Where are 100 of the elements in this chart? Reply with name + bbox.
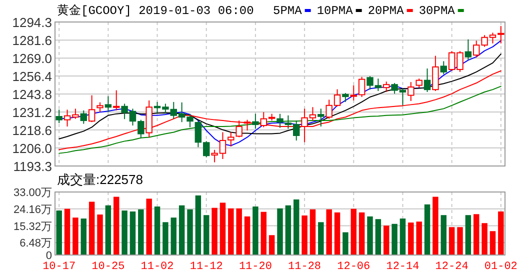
bar — [187, 209, 193, 255]
candlestick — [318, 108, 324, 128]
candlestick — [432, 55, 439, 92]
y-tick-label: 33.00万 — [13, 187, 52, 199]
candlestick — [113, 90, 120, 111]
bar — [105, 205, 112, 255]
candlestick — [104, 96, 112, 113]
bar — [204, 215, 210, 255]
y-tick-label: 15.32万 — [13, 220, 52, 233]
bar — [178, 205, 185, 255]
y-tick-label: 1206.0 — [12, 140, 52, 156]
bar — [424, 204, 430, 255]
bar — [244, 216, 250, 255]
bar — [277, 208, 283, 255]
line-series — [58, 54, 502, 140]
y-tick-label: 24.16万 — [13, 204, 52, 216]
x-tick-label: 11-28 — [288, 261, 322, 273]
candlestick — [350, 84, 357, 101]
bar — [358, 212, 365, 255]
bar — [114, 196, 120, 255]
bar — [408, 222, 414, 255]
candlestick — [276, 113, 284, 128]
y-tick-label: 1294.3 — [12, 15, 52, 30]
x-tick-label: 11-20 — [238, 261, 272, 273]
x-tick-label: 12-14 — [386, 261, 420, 273]
line-series — [58, 86, 502, 154]
y-tick-label: 6.48万 — [20, 238, 52, 250]
candlestick — [440, 60, 447, 75]
bar — [236, 208, 242, 255]
bar — [375, 219, 382, 255]
candlestick — [244, 119, 251, 131]
x-tick-label: 12-24 — [435, 261, 469, 273]
bar — [482, 223, 488, 255]
bar — [195, 195, 202, 255]
legend-label: 20PMA — [368, 4, 405, 18]
bar — [440, 215, 446, 255]
bar — [326, 209, 332, 255]
bar — [56, 210, 62, 255]
candlestick — [252, 113, 259, 130]
bar — [448, 227, 455, 255]
bar — [490, 231, 496, 255]
bar — [367, 216, 373, 255]
bar — [130, 211, 136, 255]
bar — [162, 222, 168, 255]
candlestick — [464, 38, 472, 61]
bar — [400, 218, 406, 255]
y-tick-label: 1193.3 — [13, 159, 52, 174]
candlestick — [383, 81, 390, 93]
bar — [350, 208, 356, 255]
bar — [392, 224, 398, 255]
legend-label: 10PMA — [316, 4, 354, 18]
bar — [318, 222, 324, 255]
y-tick-label: 0 — [46, 250, 52, 262]
bar — [432, 196, 438, 255]
candlestick — [96, 102, 104, 113]
bar — [342, 232, 348, 255]
bar — [260, 212, 266, 255]
x-tick-label: 10-17 — [42, 261, 76, 273]
bar — [465, 215, 472, 255]
bar — [498, 211, 504, 255]
bar — [88, 202, 95, 255]
legend-label: 5PMA — [273, 4, 303, 18]
bar — [146, 198, 152, 255]
bar — [154, 206, 160, 255]
candlestick — [80, 110, 87, 124]
bar — [294, 199, 300, 255]
bar — [228, 208, 234, 255]
candlestick — [358, 76, 366, 98]
bar — [416, 222, 422, 255]
line-series — [58, 70, 502, 150]
x-tick-label: 01-02 — [484, 261, 518, 273]
candlestick — [424, 68, 431, 93]
bar — [457, 227, 463, 255]
bar — [302, 215, 308, 255]
chart-title: 黄金[GCOOY] 2019-01-03 06:00 — [57, 4, 254, 18]
x-tick-label: 11-02 — [140, 261, 174, 273]
bar — [80, 218, 86, 255]
chart-title: 成交量:222578 — [57, 172, 143, 187]
bar — [138, 209, 144, 255]
y-tick-label: 1218.6 — [12, 122, 52, 138]
bar — [384, 226, 390, 255]
candlestick — [236, 120, 242, 138]
bar — [170, 218, 176, 255]
x-tick-label: 11-12 — [190, 261, 223, 273]
bar — [310, 209, 316, 255]
bar — [72, 218, 78, 255]
bar — [474, 214, 480, 255]
y-tick-label: 1231.2 — [12, 104, 52, 120]
x-tick-label: 10-25 — [92, 261, 125, 273]
bar — [285, 205, 292, 255]
bar — [334, 212, 340, 255]
bar — [64, 208, 70, 255]
bar — [122, 210, 128, 255]
y-tick-label: 1269.0 — [12, 51, 52, 66]
x-tick-label: 12-06 — [337, 261, 370, 273]
candlestick — [56, 109, 62, 124]
bar — [212, 208, 218, 255]
y-tick-label: 1281.6 — [12, 33, 52, 48]
y-tick-label: 1256.4 — [12, 69, 52, 84]
candlestick — [88, 94, 96, 123]
